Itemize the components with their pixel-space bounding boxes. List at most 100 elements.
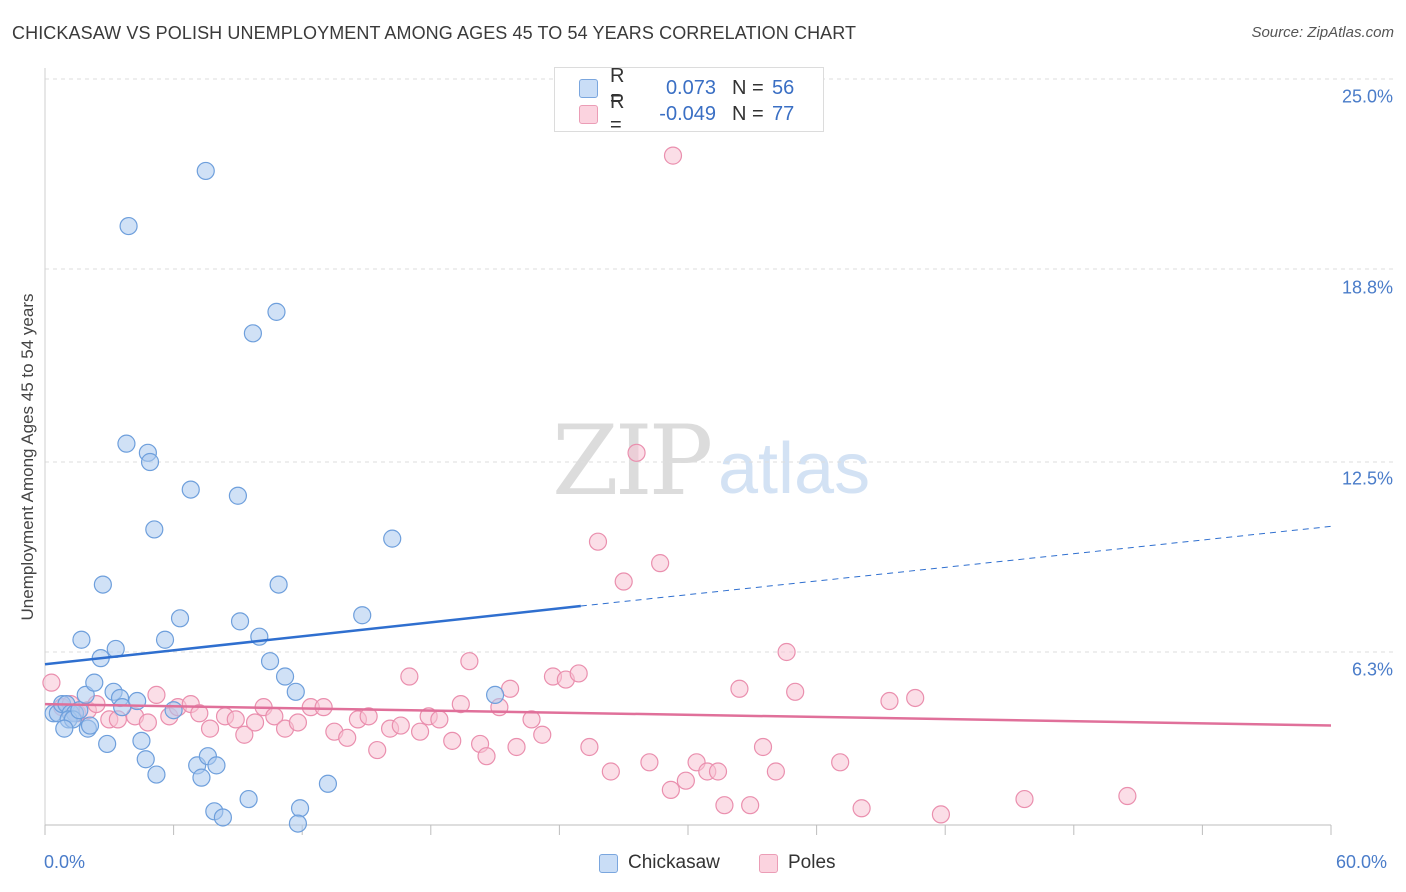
chickasaw-point: [213, 808, 232, 827]
legend-item-chickasaw[interactable]: Chickasaw: [599, 852, 720, 874]
y-tick-label: 12.5%: [1341, 468, 1393, 489]
chickasaw-point: [117, 434, 136, 453]
poles-point: [451, 694, 470, 714]
poles-point: [715, 796, 734, 815]
chickasaw-swatch: [599, 853, 618, 873]
poles-point: [627, 443, 646, 462]
poles-point: [614, 572, 633, 591]
poles-point: [338, 728, 357, 747]
n-label: N =: [732, 76, 764, 99]
watermark-atlas: atlas: [718, 429, 871, 509]
poles-point: [831, 753, 850, 772]
poles-point: [1118, 786, 1137, 806]
poles-point: [640, 753, 659, 772]
x-tick-label-min: 0.0%: [44, 852, 86, 872]
poles-point: [651, 554, 670, 573]
chickasaw-point: [260, 652, 280, 671]
chickasaw-point: [181, 480, 200, 499]
chickasaw-point: [267, 302, 286, 321]
poles-point: [443, 731, 462, 750]
poles-point: [314, 698, 333, 717]
chickasaw-point: [136, 750, 155, 769]
poles-point: [661, 780, 680, 799]
chickasaw-point: [55, 719, 74, 738]
poles-point: [522, 710, 541, 729]
chickasaw-point: [230, 612, 250, 631]
chickasaw-point: [486, 685, 505, 704]
poles-point: [663, 146, 683, 165]
series-legend: Chickasaw Poles: [0, 852, 1406, 878]
chickasaw-point: [288, 814, 308, 833]
correlation-legend: R = 0.073 N = 56 R = -0.049 N = 77: [554, 65, 824, 136]
chickasaw-trend-extension: [580, 525, 1332, 607]
r-label: R =: [610, 91, 625, 136]
poles-point: [400, 667, 419, 686]
chickasaw-point: [290, 799, 310, 818]
poles-point: [766, 762, 785, 781]
poles-point: [226, 710, 245, 729]
y-tick-label: 25.0%: [1341, 86, 1393, 107]
poles-point: [190, 704, 209, 723]
y-axis-label: Unemployment Among Ages 45 to 54 years: [18, 293, 37, 621]
poles-point: [477, 747, 496, 766]
chickasaw-point: [132, 731, 151, 750]
poles-point: [786, 682, 805, 701]
chickasaw-point: [353, 606, 372, 625]
poles-point: [880, 691, 899, 711]
poles-point: [359, 707, 378, 726]
poles-point: [533, 725, 552, 744]
r-value: 0.073: [665, 76, 716, 99]
poles-swatch: [759, 853, 778, 873]
n-label: N =: [732, 102, 764, 125]
chickasaw-point: [155, 630, 175, 649]
y-tick-label: 6.3%: [1351, 659, 1393, 680]
poles-point: [569, 664, 588, 683]
chickasaw-point: [318, 774, 338, 793]
poles-point: [200, 719, 220, 738]
chickasaw-point: [164, 701, 183, 720]
poles-point: [676, 771, 695, 790]
chickasaw-point: [119, 216, 138, 236]
poles-point: [708, 762, 728, 781]
legend-item-poles[interactable]: Poles: [759, 852, 836, 874]
poles-point: [245, 713, 265, 732]
chickasaw-point: [228, 486, 247, 505]
chickasaw-point: [383, 529, 402, 548]
chickasaw-point: [239, 789, 258, 809]
poles-point: [588, 532, 608, 551]
poles-point: [138, 713, 157, 732]
chickasaw-point: [207, 756, 226, 775]
poles-point: [931, 805, 951, 824]
poles-point: [852, 799, 871, 818]
poles-point: [410, 722, 430, 741]
poles-point: [235, 725, 254, 744]
poles-point: [753, 737, 773, 757]
chickasaw-point: [80, 716, 100, 735]
y-tick-label: 18.8%: [1341, 277, 1393, 298]
r-label: R =: [610, 65, 625, 110]
legend-row-chickasaw: R = 0.073 N = 56: [579, 65, 794, 110]
poles-point: [741, 796, 760, 815]
poles-point: [730, 679, 749, 698]
n-value: 77: [772, 102, 795, 125]
chickasaw-swatch: [579, 78, 598, 98]
poles-trend-line: [44, 702, 1332, 727]
poles-point: [777, 642, 796, 662]
poles-point: [288, 713, 308, 732]
x-tick-label-max: 60.0%: [1336, 852, 1388, 872]
poles-point: [391, 716, 410, 735]
poles-point: [430, 710, 449, 729]
poles-point: [42, 673, 61, 692]
poles-point: [147, 685, 166, 704]
poles-point: [601, 762, 620, 781]
poles-swatch: [579, 104, 598, 124]
chickasaw-point: [196, 161, 215, 181]
poles-point: [507, 737, 526, 757]
chickasaw-point: [243, 324, 263, 343]
chickasaw-point: [147, 765, 166, 784]
chickasaw-point: [145, 520, 164, 539]
legend-row-poles: R = -0.049 N = 77: [579, 91, 795, 136]
poles-point: [580, 737, 599, 757]
chickasaw-point: [98, 734, 117, 754]
